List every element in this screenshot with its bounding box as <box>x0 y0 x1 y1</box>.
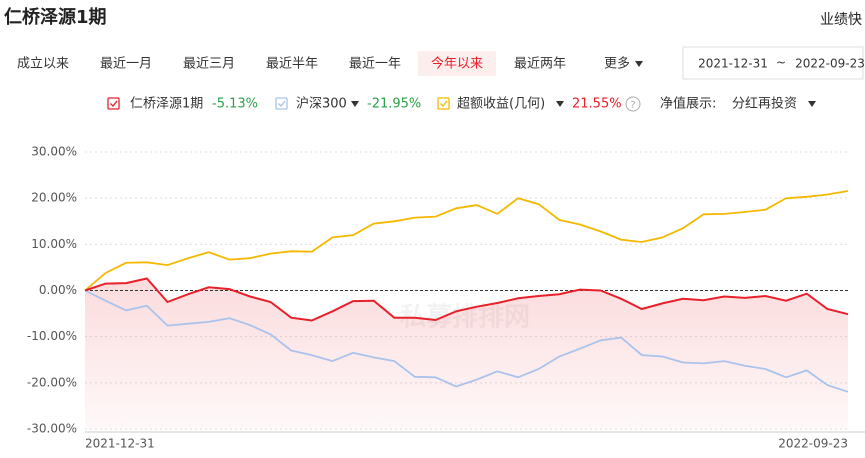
tab[interactable]: 今年以来 <box>431 56 483 72</box>
badge[interactable]: 业绩快 <box>820 12 862 28</box>
legend-check <box>440 100 448 107</box>
legend-return: -5.13% <box>212 97 258 112</box>
dropdown-arrow[interactable] <box>635 61 643 67</box>
dropdown-arrow[interactable] <box>808 101 816 107</box>
x-tick-label: 2021-12-31 <box>85 437 155 451</box>
y-tick-label: 30.00% <box>31 145 77 159</box>
series-line <box>84 190 849 292</box>
y-tick-label: 20.00% <box>31 191 77 205</box>
legend-checkbox[interactable] <box>275 97 288 110</box>
y-tick-label: 0.00% <box>39 283 77 297</box>
tab-more[interactable]: 更多 <box>604 56 630 72</box>
dropdown-arrow[interactable] <box>351 101 359 107</box>
date-end[interactable]: 2022-09-23 <box>795 57 865 71</box>
tab[interactable]: 最近两年 <box>514 57 566 72</box>
tab-active-bg[interactable] <box>418 51 496 76</box>
legend-name[interactable]: 仁桥泽源1期 <box>130 97 203 112</box>
y-tick-label: -10.00% <box>27 329 77 343</box>
fund-title: 仁桥泽源1期 <box>4 6 107 28</box>
legend-check <box>278 100 286 107</box>
display-label: 净值展示: <box>660 96 716 112</box>
series-line <box>84 289 849 393</box>
legend-return: -21.95% <box>367 97 421 112</box>
y-tick-label: -20.00% <box>27 375 77 389</box>
legend-name[interactable]: 沪深300 <box>296 96 347 112</box>
tab[interactable]: 最近一年 <box>349 57 401 72</box>
x-tick-label: 2022-09-23 <box>778 437 848 451</box>
tab[interactable]: 最近三月 <box>183 57 235 72</box>
area-fill <box>85 278 848 429</box>
date-start[interactable]: 2021-12-31 <box>698 57 768 71</box>
dropdown-arrow[interactable] <box>556 101 564 107</box>
tab[interactable]: 最近半年 <box>266 57 318 72</box>
series-line <box>84 277 849 322</box>
display-value[interactable]: 分红再投资 <box>732 96 797 112</box>
y-tick-label: -30.00% <box>27 422 77 436</box>
tab[interactable]: 成立以来 <box>17 57 69 72</box>
date-range-box[interactable] <box>682 46 864 80</box>
y-tick-label: 10.00% <box>31 237 77 251</box>
legend-name[interactable]: 超额收益(几何) <box>457 96 545 112</box>
help-icon[interactable] <box>625 96 641 112</box>
help-glyph: ? <box>630 100 635 111</box>
legend-check <box>110 100 118 107</box>
legend-checkbox[interactable] <box>437 97 450 110</box>
date-separator: ~ <box>776 56 786 70</box>
tab[interactable]: 最近一月 <box>100 57 152 72</box>
legend-checkbox[interactable] <box>107 97 120 110</box>
legend-return: 21.55% <box>572 97 622 112</box>
